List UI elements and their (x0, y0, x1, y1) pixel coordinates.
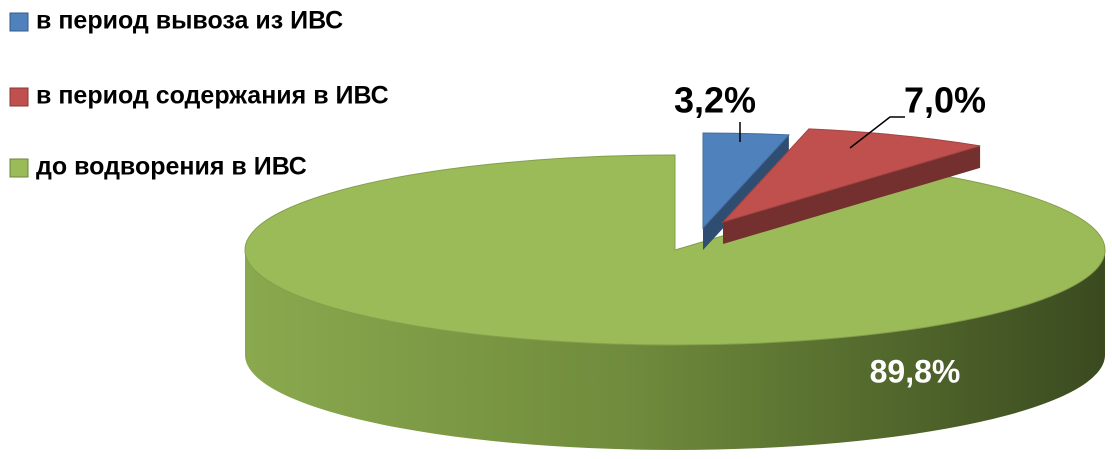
legend-swatch (9, 87, 29, 107)
legend-text: до водворения в ИВС (36, 153, 307, 181)
slice (721, 128, 981, 244)
slice-top (721, 128, 981, 223)
legend-text: в период вывоза из ИВС (36, 7, 343, 35)
slice-face (723, 145, 981, 244)
legend-text: в период содержания в ИВС (36, 82, 389, 110)
data-label: 3,2% (674, 80, 756, 121)
data-label: 89,8% (870, 353, 961, 389)
leader-line (849, 116, 905, 149)
slice (244, 154, 1106, 450)
slice-top (702, 132, 790, 230)
legend-swatch (9, 158, 29, 178)
data-label: 7,0% (904, 80, 986, 121)
legend-swatch (9, 12, 29, 32)
slice-side (245, 250, 1105, 450)
slice-top (244, 154, 1106, 346)
